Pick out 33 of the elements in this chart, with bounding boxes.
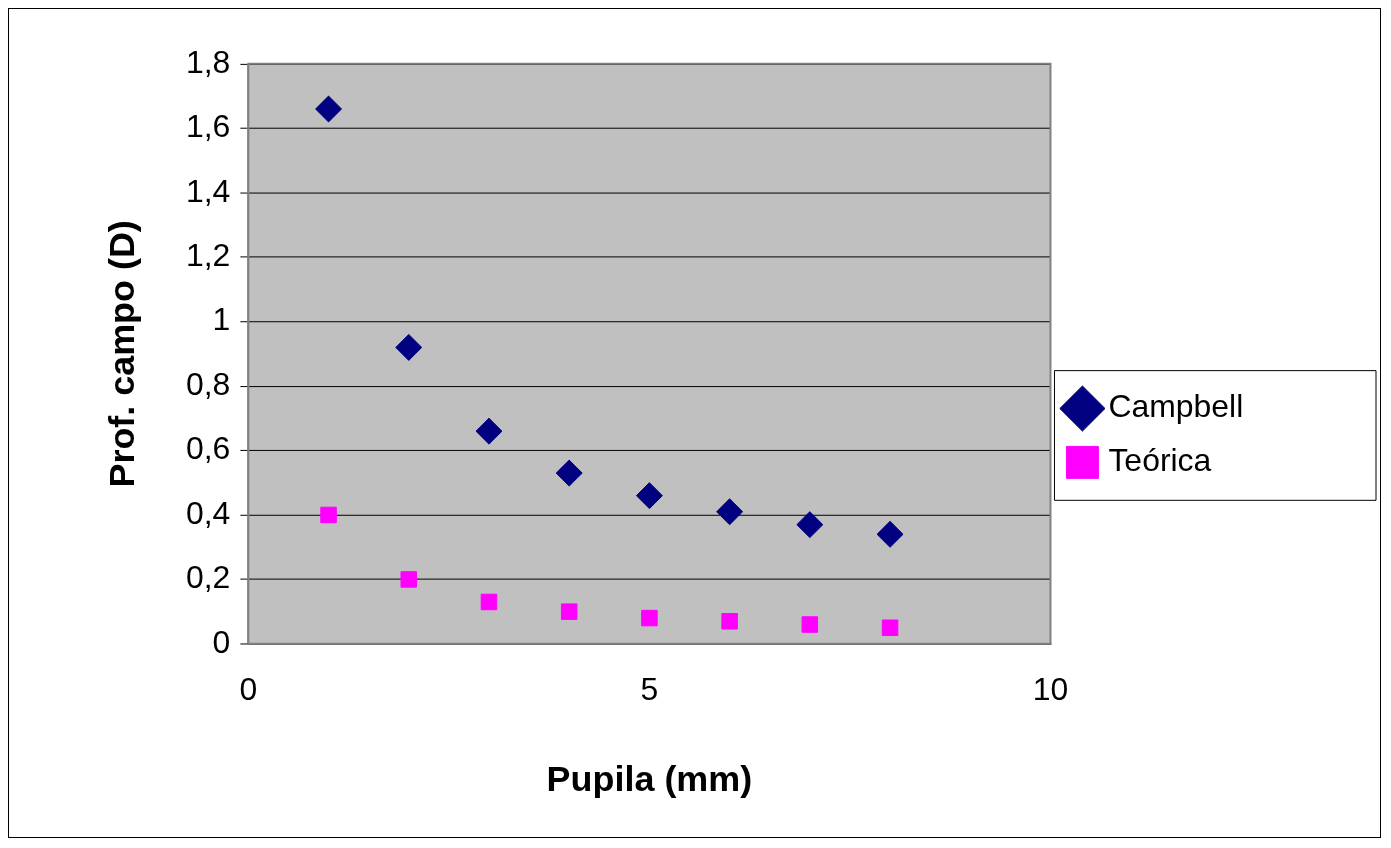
x-tick-label: 0	[239, 670, 258, 707]
point	[801, 616, 819, 633]
y-tick-label: 1,6	[185, 108, 231, 145]
y-tick-label: 0,6	[185, 430, 231, 467]
legend-label: Teórica	[1108, 442, 1212, 479]
point	[641, 609, 658, 627]
y-tick-label: 0,4	[185, 494, 231, 531]
y-tick-label: 1,2	[185, 237, 231, 273]
x-axis-title: Pupila (mm)	[546, 758, 753, 800]
y-tick-label: 0,8	[185, 365, 231, 402]
point	[315, 95, 343, 123]
point	[796, 511, 824, 539]
y-tick-label: 0	[212, 623, 231, 660]
point	[876, 520, 904, 548]
point	[716, 498, 744, 526]
point	[400, 571, 418, 588]
point	[635, 482, 663, 510]
x-tick-label: 10	[1032, 670, 1069, 707]
point	[475, 417, 503, 445]
y-tick-label: 0,2	[185, 559, 231, 596]
point	[480, 593, 498, 611]
point	[721, 613, 738, 630]
point	[881, 619, 899, 637]
y-tick-label: 1,8	[185, 43, 231, 80]
point	[555, 459, 583, 487]
point	[320, 506, 337, 524]
y-tick-label: 1,4	[185, 172, 231, 209]
point	[560, 603, 578, 620]
y-axis-title: Prof. campo (D)	[101, 220, 143, 488]
legend-label: Campbell	[1108, 388, 1244, 425]
y-tick-label: 1	[212, 301, 231, 338]
point	[395, 333, 423, 361]
x-tick-label: 5	[640, 670, 659, 707]
